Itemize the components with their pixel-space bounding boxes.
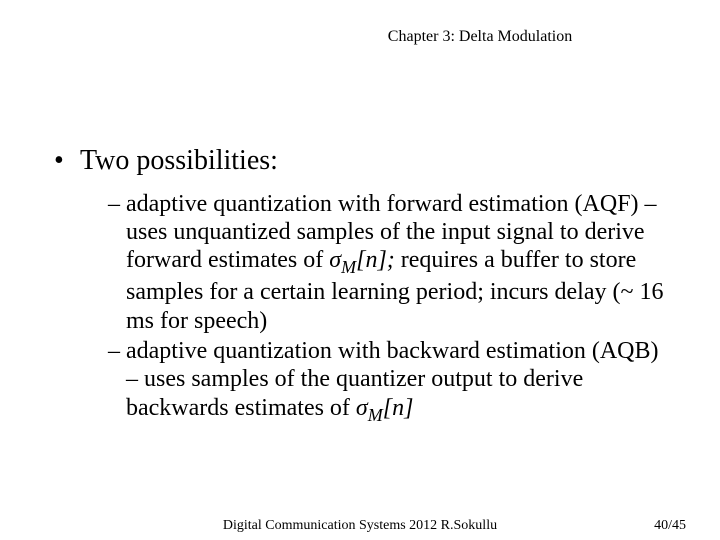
sigma-subscript: M — [341, 257, 356, 277]
content-area: • Two possibilities: – adaptive quantiza… — [54, 144, 666, 428]
chapter-header: Chapter 3: Delta Modulation — [0, 28, 720, 46]
main-bullet-text: Two possibilities: — [80, 144, 278, 178]
bullet-mark: – — [108, 337, 126, 426]
sub-bullet-list: – adaptive quantization with forward est… — [108, 190, 666, 426]
bullet-mark: • — [54, 144, 80, 178]
bullet-mark: – — [108, 190, 126, 335]
sub-bullet: – adaptive quantization with forward est… — [108, 190, 666, 335]
bracket-n: [n]; — [356, 247, 395, 273]
main-bullet: • Two possibilities: — [54, 144, 666, 178]
footer-page-number: 40/45 — [654, 518, 686, 534]
sub-bullet-text: adaptive quantization with forward estim… — [126, 190, 666, 335]
footer-center: Digital Communication Systems 2012 R.Sok… — [0, 518, 720, 534]
bracket-n: [n] — [383, 395, 414, 421]
sub-bullet: – adaptive quantization with backward es… — [108, 337, 666, 426]
sigma-symbol: σ — [356, 395, 368, 421]
sigma-subscript: M — [368, 404, 383, 424]
slide: Chapter 3: Delta Modulation • Two possib… — [0, 0, 720, 540]
sigma-symbol: σ — [329, 247, 341, 273]
sub-bullet-text: adaptive quantization with backward esti… — [126, 337, 666, 426]
